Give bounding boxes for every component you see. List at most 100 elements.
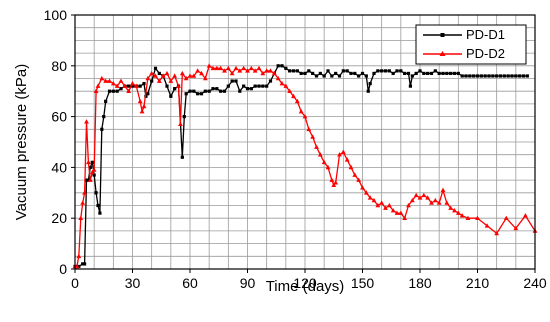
data-point-pd-d2 [145, 75, 151, 81]
data-point-pd-d2 [260, 70, 266, 76]
data-point-pd-d1 [472, 74, 476, 78]
data-point-pd-d2 [168, 78, 174, 83]
data-point-pd-d2 [271, 70, 277, 76]
axis-ticks [71, 14, 536, 273]
data-point-pd-d2 [459, 213, 465, 218]
data-point-pd-d2 [202, 75, 208, 81]
y-tick-label: 40 [51, 159, 67, 175]
data-point-pd-d2 [153, 73, 158, 78]
data-point-pd-d1 [498, 74, 503, 78]
data-point-pd-d2 [321, 159, 327, 165]
data-point-pd-d2 [214, 65, 220, 71]
data-point-pd-d1 [403, 71, 407, 76]
legend-marker-pd-d1 [440, 33, 445, 37]
data-point-pd-d2 [484, 223, 490, 228]
data-point-pd-d2 [331, 182, 337, 187]
data-point-pd-d2 [475, 215, 480, 220]
data-point-pd-d1 [146, 92, 150, 96]
y-tick-label: 100 [44, 7, 68, 23]
series-pd-d1 [73, 64, 529, 269]
x-tick-label: 120 [293, 275, 317, 291]
data-point-pd-d1 [422, 71, 426, 76]
legend-marker-pd-d2 [439, 51, 446, 56]
data-point-pd-d2 [95, 83, 101, 88]
data-point-pd-d1 [322, 74, 326, 78]
data-point-pd-d1 [445, 71, 449, 76]
data-point-pd-d2 [179, 70, 185, 76]
data-point-pd-d1 [150, 79, 154, 83]
data-point-pd-d2 [455, 210, 461, 215]
data-point-pd-d1 [130, 84, 135, 88]
data-point-pd-d2 [398, 210, 404, 215]
y-tick-label: 20 [51, 210, 67, 226]
data-point-pd-d1 [426, 71, 430, 76]
data-point-pd-d1 [341, 69, 345, 73]
data-point-pd-d2 [103, 78, 109, 83]
data-point-pd-d1 [366, 89, 370, 93]
data-point-pd-d1 [196, 92, 200, 96]
data-point-pd-d2 [245, 68, 250, 73]
data-point-pd-d2 [310, 134, 316, 139]
legend-box [415, 24, 527, 65]
data-point-pd-d2 [291, 93, 296, 99]
legend: PD-D1 PD-D2 [415, 24, 527, 65]
data-point-pd-d1 [295, 69, 299, 73]
legend-label-pd-d2: PD-D2 [466, 46, 505, 61]
data-point-pd-d1 [299, 71, 303, 76]
data-point-pd-d2 [432, 197, 438, 203]
data-point-pd-d1 [349, 71, 353, 76]
data-point-pd-d1 [222, 89, 227, 93]
data-point-pd-d1 [395, 69, 399, 73]
data-point-pd-d2 [93, 88, 99, 93]
data-point-pd-d2 [225, 65, 231, 71]
data-point-pd-d2 [237, 68, 243, 73]
data-point-pd-d1 [92, 173, 96, 177]
data-point-pd-d1 [391, 71, 395, 76]
data-point-pd-d1 [468, 74, 472, 78]
x-tick-label: 150 [351, 275, 375, 291]
data-point-pd-d2 [523, 213, 528, 218]
data-point-pd-d1 [449, 71, 453, 76]
data-point-pd-d2 [390, 207, 396, 213]
data-point-pd-d2 [91, 167, 97, 172]
y-tick-label: 60 [51, 109, 67, 125]
data-point-pd-d1 [265, 84, 269, 88]
data-point-pd-d1 [437, 71, 441, 76]
data-point-pd-d1 [288, 69, 292, 73]
data-point-pd-d2 [394, 210, 400, 215]
data-point-pd-d1 [153, 66, 158, 70]
data-point-pd-d1 [410, 74, 414, 78]
data-point-pd-d2 [333, 180, 339, 185]
data-point-pd-d2 [107, 78, 112, 83]
data-point-pd-d1 [188, 89, 192, 93]
data-point-pd-d1 [326, 69, 330, 73]
data-point-pd-d2 [210, 65, 216, 71]
data-point-pd-d1 [376, 69, 380, 73]
data-point-pd-d1 [460, 74, 464, 78]
data-point-pd-d2 [137, 98, 143, 104]
data-point-pd-d1 [81, 262, 85, 266]
data-point-pd-d2 [348, 164, 354, 170]
data-point-pd-d1 [357, 74, 361, 78]
data-point-pd-d2 [287, 88, 293, 93]
data-point-pd-d1 [380, 69, 384, 73]
data-point-pd-d2 [89, 169, 95, 175]
data-point-pd-d2 [363, 190, 369, 195]
data-point-pd-d2 [356, 177, 362, 182]
data-point-pd-d2 [325, 164, 331, 170]
data-point-pd-d2 [279, 80, 285, 86]
data-point-pd-d2 [329, 177, 335, 182]
data-point-pd-d1 [82, 262, 87, 266]
data-point-pd-d1 [506, 74, 510, 78]
data-point-pd-d1 [165, 84, 169, 88]
data-point-pd-d1 [184, 92, 188, 96]
data-point-pd-d1 [242, 84, 246, 88]
data-point-pd-d1 [337, 74, 342, 78]
data-point-pd-d1 [291, 69, 296, 73]
series-pd-d2 [72, 63, 538, 269]
data-point-pd-d1 [276, 64, 280, 68]
data-point-pd-d2 [375, 202, 381, 208]
data-point-pd-d1 [192, 89, 196, 93]
data-point-pd-d1 [372, 71, 376, 76]
data-point-pd-d2 [160, 73, 166, 78]
